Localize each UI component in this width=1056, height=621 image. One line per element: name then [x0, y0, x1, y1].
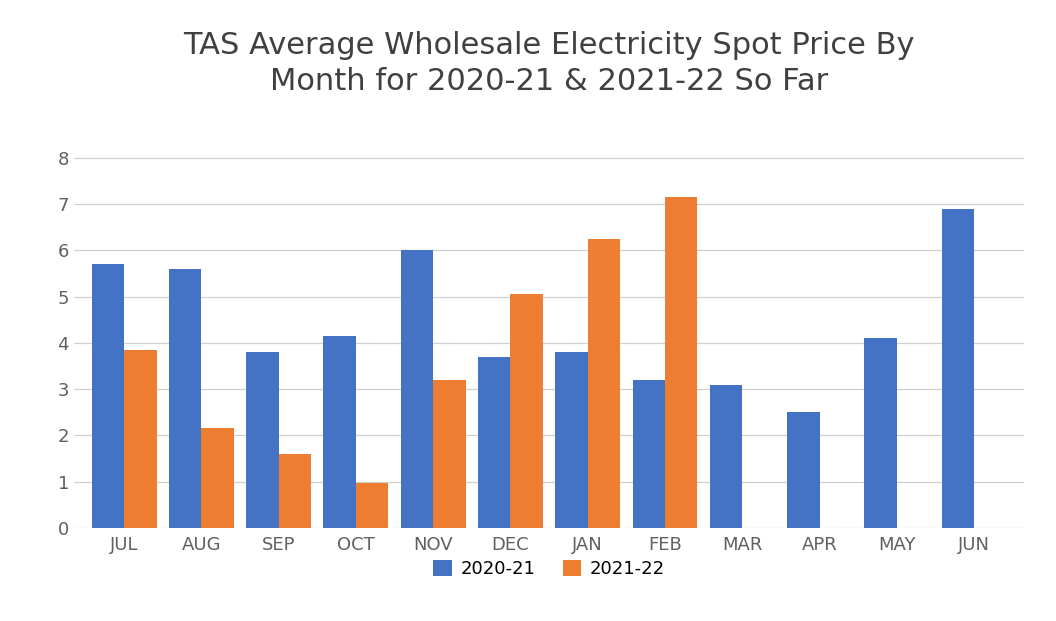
Bar: [323, 336, 356, 528]
Bar: [633, 380, 665, 528]
Bar: [279, 454, 312, 528]
Bar: [92, 265, 125, 528]
Bar: [356, 483, 389, 528]
Bar: [125, 350, 156, 528]
Bar: [169, 269, 202, 528]
Bar: [202, 428, 233, 528]
Bar: [787, 412, 819, 528]
Bar: [401, 250, 433, 528]
Title: TAS Average Wholesale Electricity Spot Price By
Month for 2020-21 & 2021-22 So F: TAS Average Wholesale Electricity Spot P…: [184, 30, 914, 96]
Bar: [942, 209, 974, 528]
Legend: 2020-21, 2021-22: 2020-21, 2021-22: [427, 553, 672, 586]
Bar: [433, 380, 466, 528]
Bar: [588, 239, 620, 528]
Bar: [710, 384, 742, 528]
Bar: [555, 352, 588, 528]
Bar: [510, 294, 543, 528]
Bar: [865, 338, 897, 528]
Bar: [478, 357, 510, 528]
Bar: [665, 197, 697, 528]
Bar: [246, 352, 279, 528]
